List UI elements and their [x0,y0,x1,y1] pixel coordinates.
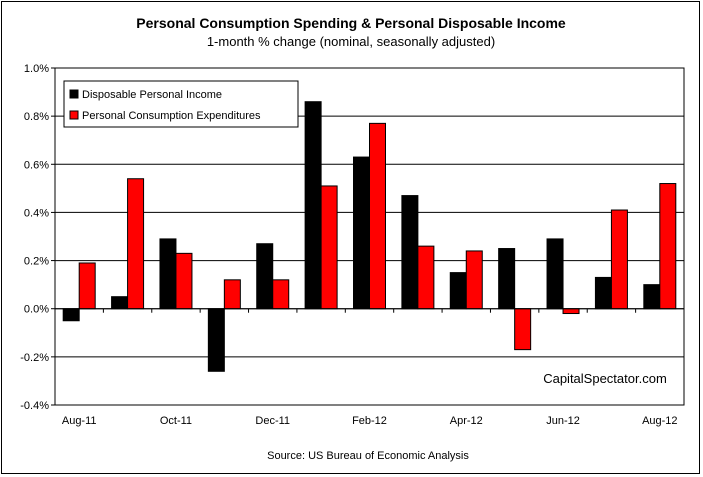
expenditures-bar [320,185,338,310]
expenditures-bar [127,178,145,310]
income-bar [111,296,129,310]
x-tick-label: Apr-12 [450,415,483,427]
income-bar [207,308,225,372]
income-bar [498,248,516,310]
expenditures-bar [272,279,290,310]
legend-swatch-income [69,89,79,99]
x-tick-label: Feb-12 [352,415,387,427]
x-tick-label: Oct-11 [160,415,192,427]
chart-title: Personal Consumption Spending & Personal… [136,15,566,31]
legend: Disposable Personal Income Personal Cons… [63,80,299,128]
chart-subtitle: 1-month % change (nominal, seasonally ad… [207,34,495,49]
y-tick-label: 0.2% [24,256,49,268]
expenditures-bar [465,250,483,310]
legend-label-income: Disposable Personal Income [82,89,222,101]
y-tick-label: 0.6% [24,159,49,171]
legend-label-expenditures: Personal Consumption Expenditures [82,110,261,122]
income-bar [62,308,80,322]
x-tick-label: Jun-12 [546,415,580,427]
chart-annotation: CapitalSpectator.com [543,371,667,386]
expenditures-bar [78,262,96,310]
expenditures-bar [417,245,435,310]
y-tick-label: 1.0% [24,63,49,75]
expenditures-bar [659,183,677,310]
x-tick-label: Aug-11 [62,415,97,427]
expenditures-bar [223,279,241,310]
expenditures-bar [369,122,386,310]
income-bar [159,238,177,310]
income-bar [353,156,370,310]
income-bar [643,284,661,310]
expenditures-bar [175,252,193,310]
x-axis-ticks: Aug-11 Oct-11 Dec-11 Feb-12 Apr-12 Jun-12 Aug-… [54,308,685,427]
x-tick-label: Dec-11 [255,415,290,427]
y-tick-label: 0.8% [24,111,49,123]
legend-swatch-expenditures [69,110,79,120]
income-bar [401,195,419,310]
x-tick-label: Aug-12 [642,415,677,427]
y-tick-label: -0.2% [20,352,49,364]
expenditures-bar [514,308,532,351]
y-tick-label: -0.4% [20,400,49,412]
y-tick-label: 0.0% [24,304,49,316]
chart-source: Source: US Bureau of Economic Analysis [267,450,469,462]
expenditures-bar [610,209,628,310]
income-bar [304,101,322,310]
income-bar [594,276,612,310]
expenditures-bar [562,308,580,315]
income-bar [256,243,274,310]
y-axis-ticks: -0.4% -0.2% 0.0% 0.2% 0.4% 0.6% 0.8% 1.0% [20,63,55,412]
bars [62,101,677,372]
y-tick-label: 0.4% [24,207,49,219]
income-bar [449,272,467,310]
legend-box [63,80,299,128]
income-bar [546,238,564,310]
